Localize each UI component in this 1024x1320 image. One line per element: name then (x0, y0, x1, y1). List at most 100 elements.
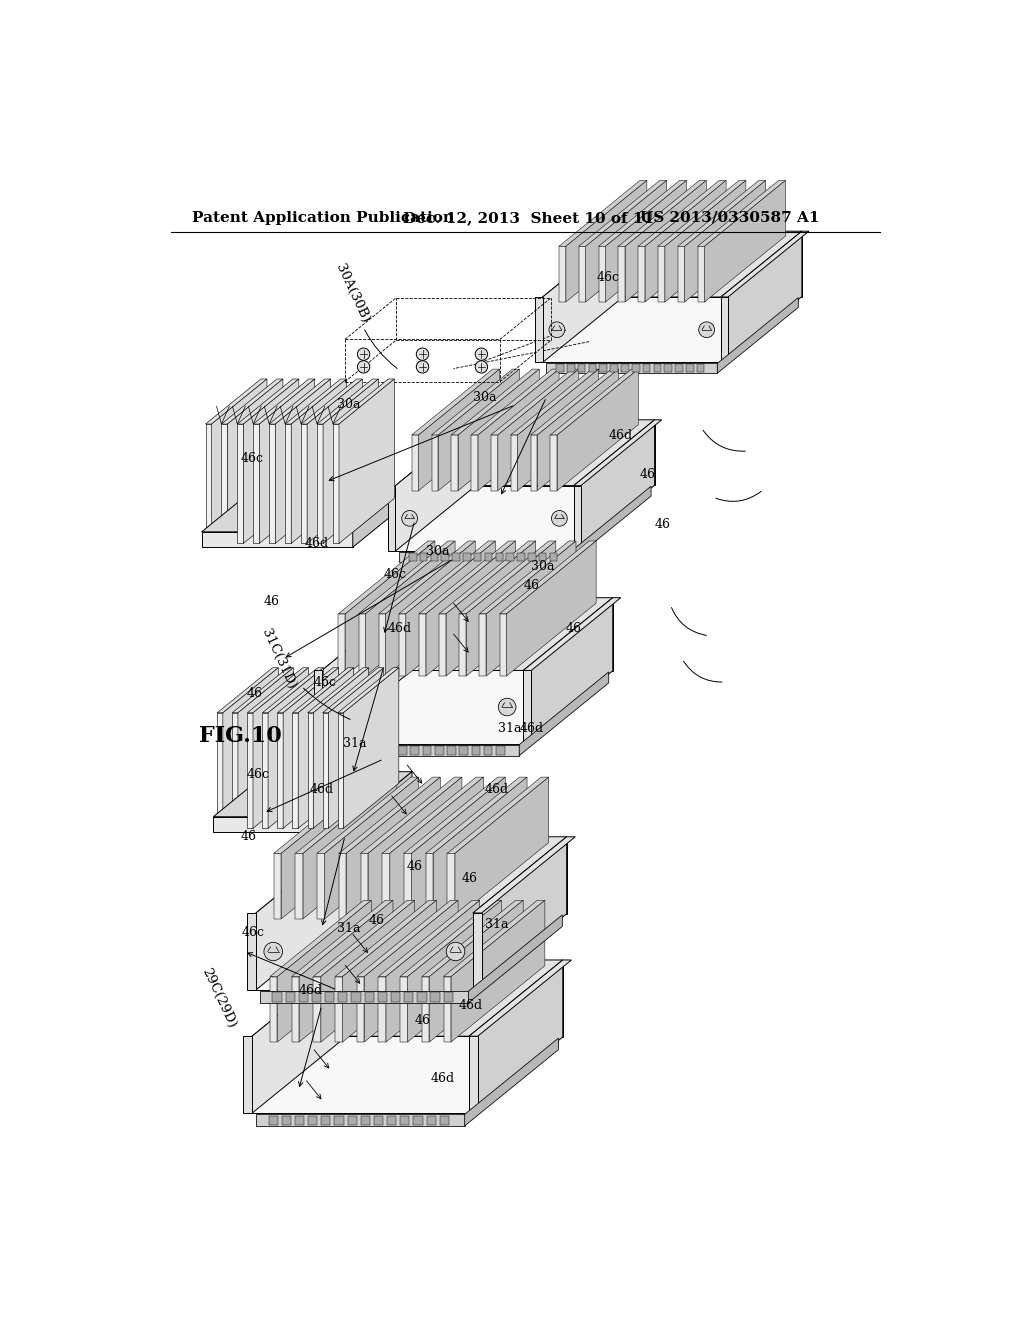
Polygon shape (460, 746, 468, 755)
Polygon shape (570, 486, 651, 562)
Polygon shape (282, 1115, 291, 1125)
Polygon shape (313, 977, 321, 1041)
Polygon shape (530, 434, 538, 491)
Polygon shape (395, 420, 654, 486)
Polygon shape (356, 900, 458, 977)
Text: 46: 46 (415, 1014, 431, 1027)
Polygon shape (517, 553, 524, 561)
Polygon shape (307, 668, 369, 713)
Text: FIG.10: FIG.10 (200, 725, 282, 747)
Polygon shape (496, 746, 505, 755)
Polygon shape (559, 247, 566, 302)
Polygon shape (550, 553, 557, 561)
Polygon shape (559, 181, 647, 247)
Polygon shape (404, 853, 412, 919)
Polygon shape (685, 181, 766, 302)
Polygon shape (256, 837, 349, 990)
Text: 46: 46 (640, 467, 655, 480)
Polygon shape (705, 181, 785, 302)
Polygon shape (343, 900, 436, 1041)
Polygon shape (473, 913, 481, 990)
Polygon shape (412, 777, 506, 919)
Polygon shape (463, 553, 471, 561)
Polygon shape (379, 541, 475, 614)
Polygon shape (418, 993, 427, 1002)
Polygon shape (278, 713, 283, 829)
Polygon shape (486, 541, 575, 676)
Text: 30a: 30a (473, 391, 497, 404)
Polygon shape (399, 552, 570, 562)
Polygon shape (536, 297, 543, 363)
Polygon shape (247, 668, 308, 713)
Polygon shape (325, 993, 334, 1002)
Polygon shape (721, 231, 802, 363)
Polygon shape (398, 746, 407, 755)
Polygon shape (466, 541, 556, 676)
Polygon shape (511, 434, 518, 491)
Text: 46d: 46d (388, 622, 412, 635)
Polygon shape (578, 364, 586, 372)
Polygon shape (523, 671, 531, 743)
Polygon shape (339, 853, 346, 919)
Text: 31a: 31a (337, 921, 360, 935)
Polygon shape (295, 1115, 304, 1125)
Polygon shape (610, 364, 617, 372)
Polygon shape (293, 668, 353, 713)
Polygon shape (346, 777, 440, 919)
Polygon shape (507, 541, 596, 676)
Polygon shape (511, 370, 599, 434)
Polygon shape (247, 913, 256, 990)
Polygon shape (573, 420, 662, 486)
Polygon shape (282, 777, 375, 919)
Polygon shape (530, 370, 618, 434)
Polygon shape (523, 598, 612, 743)
Polygon shape (430, 553, 438, 561)
Polygon shape (356, 772, 412, 832)
Circle shape (552, 511, 567, 527)
Polygon shape (358, 541, 455, 614)
Polygon shape (338, 713, 343, 829)
Polygon shape (238, 379, 299, 424)
Polygon shape (213, 817, 356, 832)
Polygon shape (323, 668, 384, 713)
Polygon shape (490, 434, 498, 491)
Polygon shape (479, 541, 575, 614)
Polygon shape (539, 553, 547, 561)
Polygon shape (398, 614, 406, 676)
Text: 46: 46 (461, 871, 477, 884)
Polygon shape (217, 713, 223, 829)
Polygon shape (653, 364, 662, 372)
Polygon shape (419, 541, 515, 614)
Polygon shape (618, 181, 707, 247)
Polygon shape (321, 900, 415, 1041)
Polygon shape (638, 181, 726, 247)
Polygon shape (256, 1114, 465, 1126)
Polygon shape (459, 370, 540, 491)
Polygon shape (299, 900, 393, 1041)
Polygon shape (626, 181, 707, 302)
Polygon shape (543, 231, 624, 363)
Polygon shape (426, 777, 527, 853)
Circle shape (475, 348, 487, 360)
Polygon shape (638, 247, 645, 302)
Polygon shape (431, 434, 438, 491)
Polygon shape (269, 424, 275, 544)
Polygon shape (343, 668, 398, 829)
Polygon shape (404, 777, 506, 853)
Text: 46d: 46d (299, 983, 323, 997)
Polygon shape (599, 181, 686, 247)
Polygon shape (519, 672, 608, 755)
Polygon shape (312, 993, 322, 1002)
Polygon shape (605, 181, 686, 302)
Polygon shape (268, 1115, 278, 1125)
Polygon shape (471, 434, 478, 491)
Polygon shape (411, 746, 419, 755)
Polygon shape (500, 614, 507, 676)
Polygon shape (382, 853, 390, 919)
Polygon shape (275, 379, 331, 544)
Polygon shape (223, 668, 279, 829)
Polygon shape (346, 960, 563, 1038)
Text: Dec. 12, 2013  Sheet 10 of 11: Dec. 12, 2013 Sheet 10 of 11 (403, 211, 654, 224)
Polygon shape (430, 993, 439, 1002)
Polygon shape (566, 181, 647, 302)
